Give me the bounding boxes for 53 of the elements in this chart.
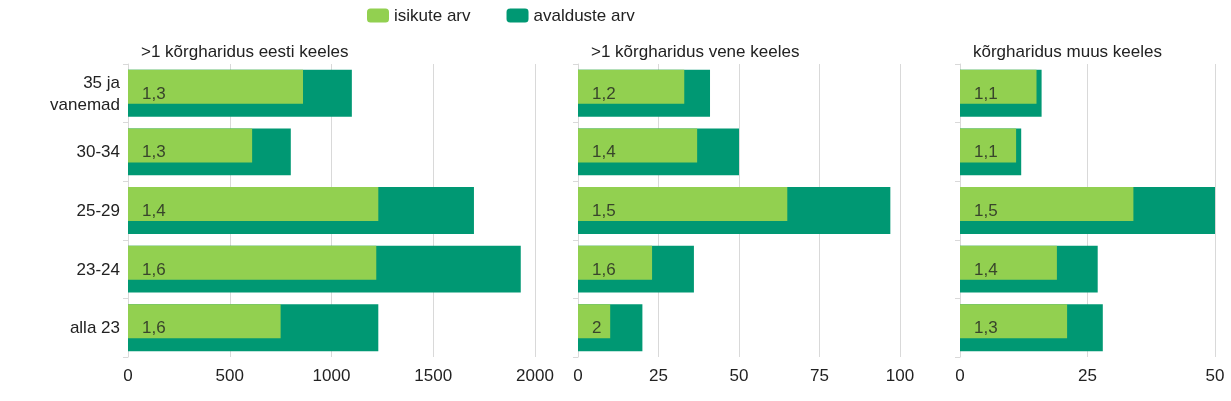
x-tick-label: 0 (955, 366, 965, 385)
x-tick-label: 2000 (516, 366, 554, 385)
annotation: 1,1 (974, 83, 998, 103)
legend-label: isikute arv (394, 6, 472, 25)
y-tick-label: 30-34 (76, 142, 120, 162)
x-tick-label: 1500 (414, 366, 453, 385)
x-tick-label: 25 (649, 366, 668, 385)
annotation: 1,3 (974, 318, 998, 338)
annotation: 1,3 (142, 83, 166, 103)
x-tick-label: 75 (810, 366, 829, 385)
y-tick-label: 23-24 (76, 259, 120, 279)
bar (128, 304, 281, 339)
bar (578, 187, 788, 222)
x-tick-label: 50 (1205, 366, 1225, 385)
annotation: 1,3 (142, 142, 166, 162)
annotation: 1,4 (592, 142, 616, 162)
bar (128, 128, 253, 163)
annotation: 1,6 (142, 318, 166, 338)
annotation: 1,1 (974, 142, 998, 162)
bar (960, 304, 1068, 339)
chart-title: kõrgharidus muus keeles (973, 42, 1162, 61)
annotation: 1,2 (592, 83, 616, 103)
y-tick-label: alla 23 (69, 318, 120, 338)
y-tick-label: 35 ja vanemad (50, 72, 121, 114)
annotation: 1,5 (974, 201, 998, 220)
bar (578, 128, 698, 163)
bar (128, 187, 379, 222)
x-tick-label: 0 (123, 366, 133, 385)
bar (960, 245, 1057, 280)
chart-title: >1 kõrgharidus vene keeles (591, 42, 800, 61)
bar (128, 245, 377, 280)
bar (578, 245, 653, 280)
annotation: 1,6 (592, 259, 616, 279)
bar (578, 304, 611, 339)
bar (960, 187, 1134, 222)
x-tick-label: 500 (215, 366, 244, 385)
annotation: 2 (592, 318, 602, 338)
x-tick-label: 1000 (312, 366, 351, 385)
bar (128, 69, 304, 104)
x-tick-label: 50 (729, 366, 749, 385)
chart-title: >1 kõrgharidus eesti keeles (141, 42, 349, 61)
legend-label: avalduste arv (533, 6, 636, 25)
x-tick-label: 100 (885, 366, 915, 385)
y-tick-label: 25-29 (76, 201, 120, 220)
bar (960, 69, 1037, 104)
bar (578, 69, 685, 104)
x-tick-label: 25 (1078, 366, 1097, 385)
bar (960, 128, 1017, 163)
annotation: 1,4 (142, 201, 166, 220)
x-tick-label: 0 (573, 366, 583, 385)
annotation: 1,4 (974, 259, 998, 279)
annotation: 1,6 (142, 259, 166, 279)
annotation: 1,5 (592, 201, 616, 220)
